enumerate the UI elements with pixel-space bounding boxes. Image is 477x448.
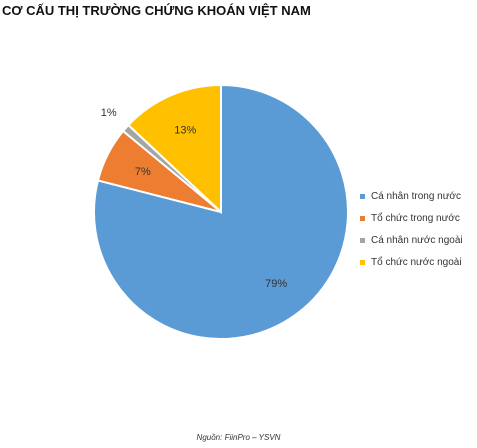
data-label-2: 1% [101, 107, 117, 119]
chart-title: CƠ CẤU THỊ TRƯỜNG CHỨNG KHOÁN VIỆT NAM [2, 3, 311, 18]
legend-item-to-chuc-nuoc-ngoai: Tổ chức nước ngoài [360, 251, 463, 273]
legend-item-to-chuc-trong-nuoc: Tổ chức trong nước [360, 207, 463, 229]
legend-swatch [360, 193, 365, 199]
legend-swatch [360, 237, 365, 243]
legend-label: Cá nhân trong nước [371, 190, 461, 202]
data-label-3: 13% [174, 124, 196, 136]
legend-item-ca-nhan-nuoc-ngoai: Cá nhân nước ngoài [360, 229, 463, 251]
legend-label: Tổ chức trong nước [371, 212, 460, 224]
pie-slice-3 [127, 83, 222, 215]
legend-item-ca-nhan-trong-nuoc: Cá nhân trong nước [360, 185, 463, 207]
legend-swatch [360, 215, 365, 221]
source-note: Nguồn: FiinPro – YSVN [196, 433, 281, 442]
data-label-1: 7% [135, 166, 151, 178]
chart-legend: Cá nhân trong nước Tổ chức trong nước Cá… [360, 185, 463, 273]
legend-label: Tổ chức nước ngoài [371, 256, 462, 268]
legend-swatch [360, 259, 365, 265]
data-label-0: 79% [265, 278, 287, 290]
pie-data-labels: 79% 7% 1% 13% [101, 107, 288, 290]
legend-label: Cá nhân nước ngoài [371, 234, 463, 246]
pie-slices [93, 83, 349, 340]
